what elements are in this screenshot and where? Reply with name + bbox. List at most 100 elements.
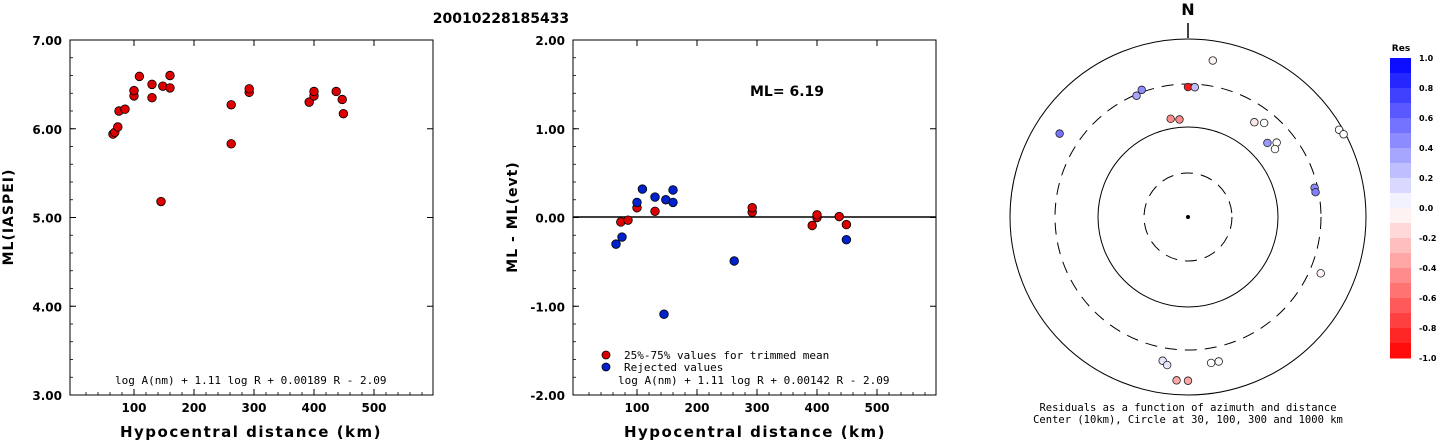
- data-point: [147, 92, 157, 103]
- data-point: [338, 108, 349, 119]
- colorbar-cell: [1390, 193, 1411, 209]
- data-point: [165, 83, 175, 93]
- legend-marker-rejected: [601, 362, 611, 372]
- ring-100km: [1097, 126, 1279, 308]
- data-point: [841, 219, 852, 230]
- x-axis-label: Hypocentral distance (km): [624, 423, 886, 441]
- colorbar-cell: [1390, 103, 1411, 119]
- data-point: [632, 197, 642, 208]
- y-tick-label: 3.00: [32, 389, 62, 403]
- colorbar-tick-label: -0.8: [1419, 324, 1437, 333]
- colorbar-cell: [1390, 73, 1411, 89]
- legend-marker-trimmed: [601, 350, 611, 360]
- station-residual-points: [1055, 56, 1348, 385]
- north-label: N: [1181, 0, 1194, 19]
- y-tick-label: 5.00: [32, 212, 62, 226]
- x-tick-label: 500: [361, 401, 386, 415]
- station-point: [1208, 56, 1217, 65]
- caption-line-2: Center (10km), Circle at 30, 100, 300 an…: [1033, 414, 1343, 426]
- center-dot: [1186, 215, 1190, 219]
- data-point: [226, 100, 236, 110]
- station-point: [1259, 118, 1269, 128]
- data-point: [147, 79, 157, 90]
- station-point: [1162, 360, 1172, 370]
- x-axis-label: Hypocentral distance (km): [120, 423, 382, 441]
- data-points: [108, 70, 349, 207]
- data-point: [226, 139, 236, 149]
- x-tick-labels: 100 200 300 400 500: [588, 40, 926, 415]
- x-tick-label: 400: [804, 401, 829, 415]
- station-point: [1316, 269, 1325, 278]
- colorbar-cell: [1390, 88, 1411, 104]
- colorbar-tick-label: 0.2: [1419, 174, 1433, 183]
- station-point: [1172, 376, 1181, 385]
- y-axis-label: ML(IASPEI): [1, 169, 17, 266]
- colorbar-tick-label: -0.6: [1419, 294, 1437, 303]
- colorbar-cell: [1390, 238, 1411, 254]
- station-point: [1166, 114, 1175, 124]
- y-tick-label: 1.00: [535, 123, 565, 137]
- x-tick-label: 200: [684, 401, 709, 415]
- data-point: [337, 94, 347, 105]
- x-tick-label: 300: [241, 401, 266, 415]
- data-point: [834, 211, 844, 222]
- station-point: [1055, 129, 1064, 138]
- station-point: [1270, 144, 1280, 154]
- colorbar-cell: [1390, 283, 1411, 299]
- data-point: [309, 86, 319, 97]
- caption-line-1: Residuals as a function of azimuth and d…: [1039, 402, 1336, 414]
- data-point: [812, 210, 822, 220]
- x-tick-labels: 100 200 300 400 500: [85, 40, 423, 415]
- colorbar-cell: [1390, 298, 1411, 314]
- colorbar-tick-labels: 1.0 0.8 0.6 0.4 0.2 0.0 -0.2 -0.4 -0.6 -0.8 -1.0: [1419, 54, 1437, 363]
- station-point: [1175, 115, 1184, 124]
- data-point: [659, 309, 669, 319]
- ml-annotation: ML= 6.19: [750, 84, 824, 100]
- station-point: [1190, 83, 1200, 92]
- data-point: [113, 122, 123, 132]
- x-tick-label: 500: [864, 401, 889, 415]
- station-point: [1137, 85, 1146, 95]
- formula-text: log A(nm) + 1.11 log R + 0.00189 R - 2.0…: [115, 374, 387, 387]
- formula-text: log A(nm) + 1.11 log R + 0.00142 R - 2.0…: [618, 374, 890, 387]
- colorbar-cell: [1390, 328, 1411, 344]
- station-point: [1183, 376, 1193, 385]
- colorbar-tick-label: 1.0: [1419, 54, 1434, 63]
- data-point: [331, 86, 341, 97]
- residual-colorbar: Res 1.0 0.8 0.6 0.4 0.2 0.0 -0.2 -0.4 -0.6 -0.8 -1…: [1390, 44, 1437, 363]
- station-point: [1339, 130, 1348, 139]
- y-tick-labels: 3.00 4.00 5.00 6.00 7.00: [32, 34, 433, 403]
- data-point: [729, 256, 739, 266]
- y-tick-label: -1.00: [530, 300, 565, 314]
- colorbar-cell: [1390, 223, 1411, 239]
- y-tick-labels: -2.00 -1.00 0.00 1.00 2.00: [530, 34, 936, 403]
- x-tick-label: 400: [301, 401, 326, 415]
- data-point: [668, 185, 678, 195]
- y-axis-label: ML - ML(evt): [505, 161, 521, 272]
- colorbar-cell: [1390, 343, 1411, 359]
- y-tick-label: 2.00: [535, 34, 565, 48]
- x-tick-label: 100: [121, 401, 146, 415]
- colorbar-cell: [1390, 118, 1411, 134]
- colorbar-tick-label: -0.2: [1419, 234, 1437, 243]
- legend-label-trimmed: 25%-75% values for trimmed mean: [624, 349, 829, 362]
- colorbar-cell: [1390, 58, 1411, 74]
- y-tick-label: 0.00: [535, 212, 565, 226]
- data-point: [623, 215, 633, 225]
- colorbar-cell: [1390, 133, 1411, 149]
- data-point: [165, 70, 175, 81]
- ring-30km: [1143, 172, 1233, 262]
- colorbar-cell: [1390, 208, 1411, 224]
- colorbar-tick-label: 0.8: [1419, 84, 1434, 93]
- colorbar-title: Res: [1392, 44, 1410, 54]
- station-point: [1214, 357, 1223, 366]
- data-point: [841, 234, 852, 245]
- colorbar-cell: [1390, 268, 1411, 284]
- station-point: [1206, 358, 1216, 368]
- legend-label-rejected: Rejected values: [624, 361, 723, 374]
- plot-polar-residuals: N Residuals as a function of azimuth and…: [1009, 0, 1367, 426]
- colorbar-tick-label: -1.0: [1419, 354, 1437, 363]
- data-point: [747, 203, 757, 213]
- data-point: [637, 184, 648, 194]
